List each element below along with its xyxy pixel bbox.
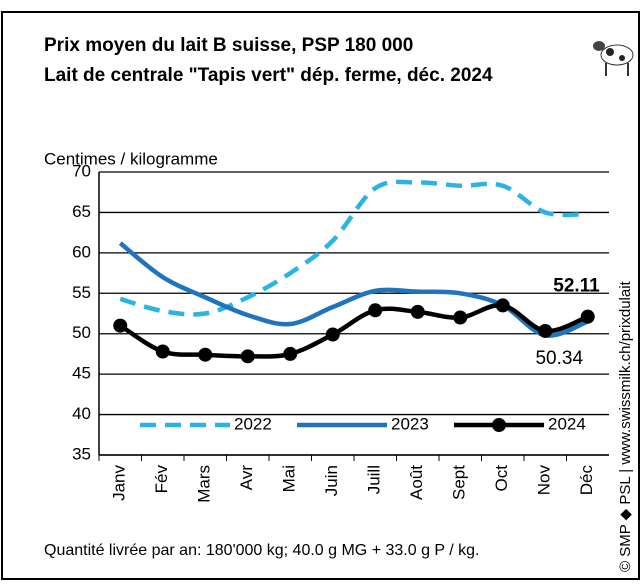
x-tick-label: Juill [365,465,384,494]
y-axis-label: Centimes / kilogramme [44,149,218,168]
legend-label: 2022 [234,414,272,433]
x-tick-label: Fév [152,465,171,494]
series-line [119,179,588,317]
marker [453,310,468,325]
series-line [119,302,589,359]
marker [283,346,298,361]
y-tick-label: 35 [72,444,91,463]
frame [1,11,640,580]
legend-label: 2024 [548,414,586,433]
x-tick-label: Sept [450,465,469,500]
x-tick-label: Janv [110,465,129,501]
x-tick-label: Oct [492,465,511,492]
y-tick-label: 55 [72,283,91,302]
marker [580,309,595,324]
cow-icon [593,41,634,76]
y-tick-label: 70 [72,161,91,180]
y-tick-label: 65 [72,202,91,221]
x-tick-label: Juin [322,465,341,496]
x-tick-label: Déc [577,465,596,496]
marker [538,323,553,338]
legend-marker [492,418,506,432]
marker [113,318,128,333]
source: © SMP ◆ PSL | www.swissmilk.ch/prixdulai… [617,280,634,572]
legend-label: 2023 [391,414,429,433]
marker [325,327,340,342]
marker [410,304,425,319]
y-tick-label: 40 [72,404,91,423]
x-tick-label: Août [407,465,426,500]
x-tick-label: Nov [535,465,554,496]
marker [495,298,510,313]
footnote: Quantité livrée par an: 180'000 kg; 40.0… [44,542,479,559]
x-tick-label: Avr [237,465,256,491]
chart-title: Prix moyen du lait B suisse, PSP 180 000 [44,35,413,56]
chart-subtitle: Lait de centrale "Tapis vert" dép. ferme… [44,65,493,86]
y-tick-label: 50 [72,323,91,342]
x-tick-label: Mars [195,465,214,503]
data-label: 50.34 [535,348,583,369]
marker [368,303,383,318]
marker [198,347,213,362]
y-tick-label: 60 [72,242,91,261]
marker [155,344,170,359]
data-label: 52.11 [553,276,600,297]
y-tick-label: 45 [72,364,91,383]
x-tick-label: Mai [280,465,299,492]
marker [240,349,255,364]
